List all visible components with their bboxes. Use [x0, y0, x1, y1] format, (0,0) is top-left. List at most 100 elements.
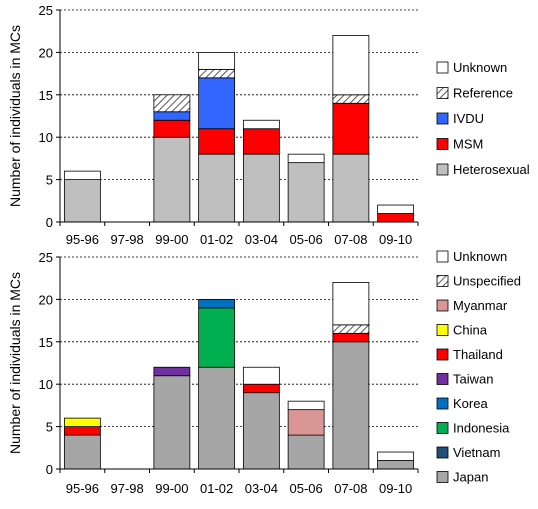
bar-segment	[242, 366, 280, 385]
bar-segment	[332, 35, 370, 96]
x-tick-label: 07-08	[334, 481, 367, 496]
bar-segment	[153, 136, 191, 223]
y-tick-label: 15	[39, 335, 53, 350]
x-tick-label: 97-98	[111, 232, 144, 247]
bar-segment	[198, 366, 236, 470]
bar-segment	[153, 119, 191, 138]
bar-segment	[63, 170, 101, 180]
legend-swatch	[436, 87, 449, 99]
legend-swatch	[436, 299, 449, 312]
bar-segment	[242, 392, 280, 470]
x-tick-label: 01-02	[200, 481, 233, 496]
bar-segment	[287, 162, 325, 223]
legend-swatch	[436, 250, 449, 263]
legend: Unknown Reference IVDU MSM Heterosexual	[436, 60, 530, 177]
bar-segment	[153, 375, 191, 470]
bar-segment	[287, 434, 325, 470]
legend-swatch	[436, 163, 449, 176]
y-tick-label: 25	[39, 250, 53, 265]
bar-segment	[377, 213, 415, 223]
bar-segment	[198, 77, 236, 130]
x-tick-label: 09-10	[379, 232, 412, 247]
bar-segment	[287, 409, 325, 436]
bar-segment	[332, 332, 370, 343]
y-tick-label: 0	[46, 462, 53, 477]
bar-segment	[242, 119, 280, 130]
bar-segment	[198, 307, 236, 368]
y-tick-label: 5	[46, 173, 53, 188]
y-tick-label: 20	[39, 292, 53, 307]
bar-segment	[287, 153, 325, 164]
legend-label: MSM	[453, 137, 483, 152]
bar-segment	[198, 68, 236, 79]
x-tick-label: 03-04	[245, 481, 278, 496]
legend-swatch	[436, 397, 449, 410]
legend-label: Reference	[453, 86, 513, 101]
legend-label: Japan	[453, 470, 488, 485]
chart-panel-1: 0 5 10 15 20 25 Number of individuals in MCs 95…	[7, 3, 530, 247]
y-tick-label: 10	[39, 377, 53, 392]
x-tick-label: 05-06	[290, 232, 323, 247]
bar-segment	[242, 153, 280, 223]
x-tick-label: 95-96	[66, 481, 99, 496]
y-axis-label: Number of individuals in MCs	[7, 25, 23, 207]
legend-swatch	[436, 61, 449, 74]
legend-label: China	[453, 323, 488, 338]
legend-label: Thailand	[453, 347, 503, 362]
x-tick-label: 03-04	[245, 232, 278, 247]
bar-segment	[332, 102, 370, 155]
bar-segment	[332, 324, 370, 334]
bar-segment	[198, 128, 236, 155]
y-tick-label: 10	[39, 130, 53, 145]
legend-swatch	[436, 275, 449, 287]
chart-panel-2: 0 5 10 15 20 25 Number of individuals in MCs 95…	[7, 249, 521, 496]
y-tick-label: 5	[46, 420, 53, 435]
bar-segment	[242, 383, 280, 394]
y-tick-label: 20	[39, 45, 53, 60]
legend-label: Unknown	[453, 249, 507, 264]
y-tick-label: 0	[46, 215, 53, 230]
legend-label: IVDU	[453, 111, 484, 126]
legend-label: Myanmar	[453, 298, 508, 313]
y-tick-label: 25	[39, 3, 53, 18]
bar-segment	[63, 417, 101, 427]
legend-label: Taiwan	[453, 372, 493, 387]
bar-segment	[63, 434, 101, 470]
bar-segment	[153, 94, 191, 113]
legend-swatch	[436, 348, 449, 361]
bar-segment	[63, 426, 101, 436]
bar-segment	[332, 153, 370, 223]
bar-segment	[63, 179, 101, 223]
y-tick-label: 15	[39, 88, 53, 103]
bar-segment	[198, 298, 236, 309]
bar-segment	[377, 451, 415, 461]
legend-swatch	[436, 422, 449, 434]
bar-segment	[332, 282, 370, 326]
bar-segment	[198, 153, 236, 223]
legend-swatch	[436, 112, 449, 125]
legend-label: Korea	[453, 396, 488, 411]
x-tick-label: 01-02	[200, 232, 233, 247]
x-tick-label: 07-08	[334, 232, 367, 247]
x-tick-label: 97-98	[111, 481, 144, 496]
legend: Unknown Unspecified Myanmar China Thailand Ta…	[436, 249, 521, 485]
bar-segment	[153, 111, 191, 121]
legend-label: Vietnam	[453, 445, 500, 460]
x-tick-label: 09-10	[379, 481, 412, 496]
bar-segment	[242, 128, 280, 155]
legend-swatch	[436, 138, 449, 150]
legend-label: Heterosexual	[453, 162, 530, 177]
legend-label: Indonesia	[453, 421, 510, 436]
legend-swatch	[436, 324, 449, 336]
y-axis-label: Number of individuals in MCs	[7, 272, 23, 454]
legend-label: Unknown	[453, 60, 507, 75]
legend-swatch	[436, 373, 449, 385]
x-tick-label: 95-96	[66, 232, 99, 247]
x-tick-label: 05-06	[290, 481, 323, 496]
x-tick-label: 99-00	[155, 481, 188, 496]
x-tick-label: 99-00	[155, 232, 188, 247]
legend-swatch	[436, 446, 449, 459]
bar-segment	[377, 460, 415, 470]
